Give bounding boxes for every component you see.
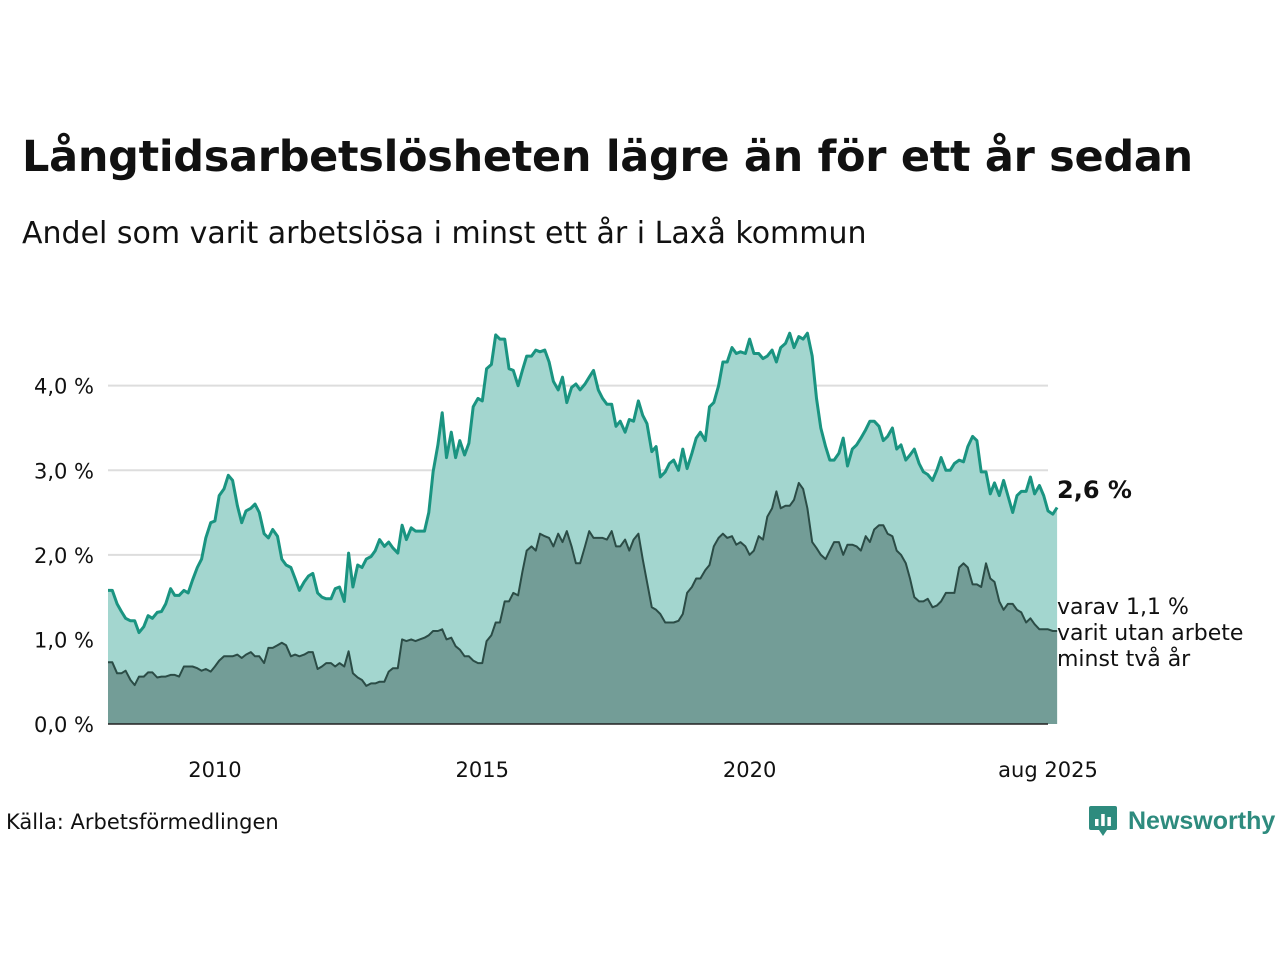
y-tick-label: 1,0 %: [34, 628, 94, 652]
series-areas: [108, 333, 1058, 724]
end-label-sub-line-1: varav 1,1 %: [1057, 595, 1189, 620]
y-tick-label: 3,0 %: [34, 459, 94, 483]
x-tick-label: 2015: [456, 758, 509, 782]
end-label-sub-line-3: minst två år: [1057, 646, 1191, 672]
chart-subtitle: Andel som varit arbetslösa i minst ett å…: [22, 216, 867, 251]
x-tick-label: 2010: [188, 758, 241, 782]
y-tick-label: 0,0 %: [34, 713, 94, 737]
end-label-sub-line-2: varit utan arbete: [1057, 621, 1243, 646]
y-tick-label: 2,0 %: [34, 544, 94, 568]
brand-logo[interactable]: Newsworthy: [1088, 804, 1275, 838]
line-main: [108, 331, 1059, 635]
end-label-main: 2,6 %: [1057, 476, 1132, 504]
newsworthy-logo-icon: [1089, 806, 1117, 836]
source-note: Källa: Arbetsförmedlingen: [6, 810, 279, 834]
brand-name: Newsworthy: [1128, 806, 1276, 835]
y-tick-label: 4,0 %: [34, 375, 94, 399]
series-lines: [108, 331, 1059, 687]
y-tick-labels: 0,0 % 1,0 % 2,0 % 3,0 % 4,0 %: [34, 375, 94, 737]
chart-title: Långtidsarbetslösheten lägre än för ett …: [22, 132, 1193, 182]
line-sub: [108, 481, 1058, 687]
x-tick-label: 2020: [723, 758, 776, 782]
x-tick-labels: 2010 2015 2020 aug 2025: [188, 758, 1098, 782]
x-tick-label: aug 2025: [998, 758, 1098, 782]
